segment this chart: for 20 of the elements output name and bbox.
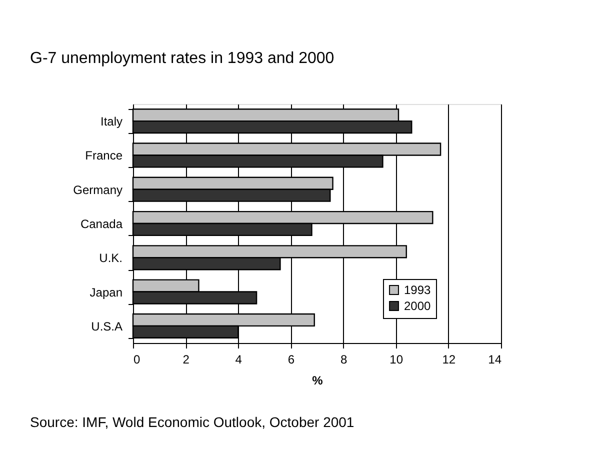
legend-label: 1993 [404, 283, 432, 297]
y-tick-label: Italy [100, 114, 122, 129]
x-tick-label: 6 [288, 352, 295, 366]
y-tick-label: France [85, 148, 123, 163]
chart-title: G-7 unemployment rates in 1993 and 2000 [30, 50, 334, 67]
x-axis-title: % [312, 374, 324, 388]
source-note: Source: IMF, Wold Economic Outlook, October 2001 [30, 414, 354, 430]
legend-label: 2000 [404, 299, 432, 313]
x-tick-label: 0 [134, 352, 140, 366]
x-tick-label: 10 [390, 352, 404, 366]
x-tick-label: 4 [235, 352, 242, 366]
x-tick-label: 12 [442, 352, 456, 366]
y-tick-label: Germany [73, 182, 122, 197]
y-tick-label: Canada [80, 217, 123, 231]
y-tick-label: Japan [90, 285, 122, 300]
x-tick-label: 14 [488, 352, 502, 366]
x-tick-label: 8 [340, 352, 348, 366]
y-tick-label: U.S.A [91, 319, 122, 334]
x-tick-label: 2 [182, 352, 190, 366]
y-tick-label: U.K. [99, 251, 122, 266]
